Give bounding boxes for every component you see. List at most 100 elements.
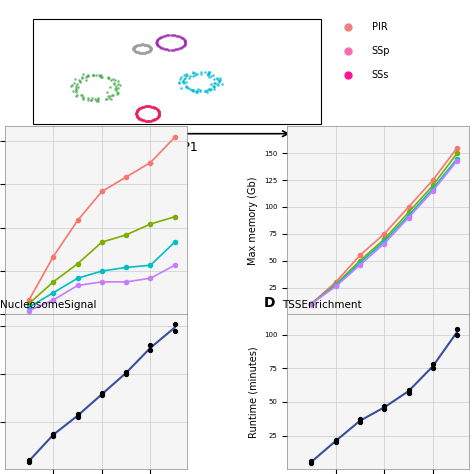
Point: [153, 36, 161, 44]
Point: [129, 45, 137, 53]
Point: [201, 68, 209, 75]
Point: [182, 79, 190, 86]
Point: [189, 86, 197, 94]
Text: PIR: PIR: [372, 22, 387, 32]
Point: [161, 32, 169, 39]
Point: [177, 75, 184, 83]
Point: [109, 91, 117, 99]
Text: SSp: SSp: [372, 46, 390, 56]
Point: [173, 32, 180, 39]
Point: [405, 389, 412, 396]
Point: [167, 31, 174, 39]
Point: [147, 45, 155, 52]
Point: [190, 86, 197, 93]
Point: [112, 82, 119, 90]
Point: [179, 35, 187, 42]
Point: [175, 78, 183, 86]
Point: [179, 43, 187, 50]
Point: [139, 49, 147, 56]
Point: [83, 72, 91, 80]
Point: [147, 103, 155, 110]
Point: [160, 32, 168, 40]
Point: [84, 72, 91, 80]
Point: [79, 95, 87, 103]
Point: [174, 45, 182, 53]
Point: [155, 111, 163, 119]
Point: [143, 117, 150, 125]
Point: [183, 83, 191, 91]
Point: [205, 85, 212, 92]
Point: [137, 116, 145, 123]
Point: [138, 41, 146, 48]
Point: [155, 109, 163, 117]
Point: [87, 96, 94, 104]
Point: [215, 77, 223, 84]
Point: [203, 87, 210, 94]
Point: [154, 114, 161, 121]
Point: [98, 71, 105, 79]
Point: [141, 103, 149, 110]
Point: [109, 75, 117, 82]
Point: [146, 44, 154, 51]
Point: [144, 42, 151, 49]
Point: [171, 320, 179, 328]
Point: [94, 95, 102, 102]
Point: [95, 71, 103, 79]
Point: [95, 97, 102, 105]
Point: [78, 74, 85, 82]
Point: [133, 42, 141, 49]
Point: [130, 44, 137, 51]
Point: [171, 46, 179, 53]
Point: [95, 95, 102, 103]
Point: [68, 81, 76, 89]
Point: [182, 72, 190, 80]
Point: [181, 74, 188, 82]
Point: [135, 106, 142, 113]
Point: [91, 95, 99, 103]
Point: [98, 73, 106, 81]
Point: [178, 34, 185, 41]
Point: [145, 102, 152, 110]
Point: [137, 49, 144, 56]
Point: [106, 92, 114, 100]
Point: [145, 42, 153, 50]
Point: [158, 45, 166, 52]
Point: [132, 42, 139, 50]
Point: [189, 68, 197, 76]
Point: [181, 36, 188, 44]
Point: [180, 35, 187, 43]
Point: [177, 73, 185, 81]
Point: [130, 46, 137, 53]
Point: [141, 117, 149, 124]
Point: [85, 97, 92, 104]
Point: [153, 105, 161, 113]
Point: [146, 117, 153, 125]
Point: [107, 83, 114, 91]
Point: [114, 80, 121, 88]
Point: [165, 31, 173, 39]
X-axis label: Cells: Cells: [84, 336, 108, 346]
Point: [133, 108, 140, 115]
Point: [140, 49, 148, 56]
Point: [332, 438, 339, 446]
Point: [164, 46, 171, 53]
Point: [201, 87, 209, 95]
Point: [179, 43, 186, 51]
Point: [177, 44, 185, 51]
Point: [155, 107, 162, 114]
Point: [204, 72, 212, 79]
Point: [137, 104, 144, 112]
Point: [133, 107, 141, 115]
Point: [207, 85, 214, 92]
Point: [105, 74, 112, 82]
Point: [153, 39, 160, 46]
Point: [134, 41, 142, 49]
Point: [130, 46, 138, 54]
Point: [140, 117, 148, 124]
Point: [141, 41, 148, 48]
Point: [155, 109, 163, 117]
Point: [176, 44, 184, 52]
Point: [218, 81, 226, 88]
Point: [133, 109, 140, 117]
Point: [80, 94, 87, 102]
